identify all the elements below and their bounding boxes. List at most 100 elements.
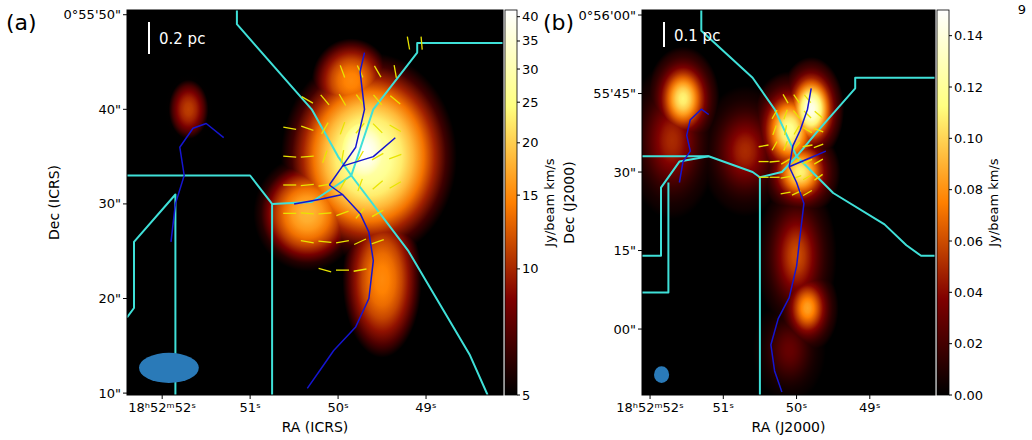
plot-area xyxy=(642,10,935,395)
y-axis-label: Dec (J2000) xyxy=(561,161,577,243)
y-tick-label: 15" xyxy=(613,243,636,258)
y-tick xyxy=(123,393,127,394)
x-tick xyxy=(796,395,797,399)
colorbar-tick xyxy=(517,16,520,17)
colorbar-tick-label: 0.10 xyxy=(954,131,983,146)
polarization-vector xyxy=(283,127,296,129)
colorbar-tick xyxy=(949,292,952,293)
cyan-line xyxy=(797,78,935,157)
y-tick xyxy=(638,93,642,94)
x-tick xyxy=(650,395,651,399)
polarization-vector xyxy=(783,94,788,103)
colorbar xyxy=(937,10,949,395)
filament-skeleton xyxy=(294,195,342,204)
polarization-vector xyxy=(339,94,346,105)
x-axis-label: RA (ICRS) xyxy=(282,419,349,435)
filament-skeleton xyxy=(679,109,708,182)
emission-peak xyxy=(646,46,719,151)
polarization-vector xyxy=(770,160,780,162)
polarization-vector xyxy=(390,182,401,189)
cyan-line xyxy=(351,176,487,396)
y-tick xyxy=(638,172,642,173)
cyan-line xyxy=(272,176,351,204)
colorbar-tick-label: 15 xyxy=(522,188,539,203)
x-tick-label: 51ˢ xyxy=(239,400,261,415)
figure: 90.2 pc18ʰ52ᵐ52ˢ51ˢ50ˢ49ˢ0°55'50"40"30"2… xyxy=(0,0,1032,440)
polarization-vector xyxy=(784,110,787,119)
polarization-vector xyxy=(301,184,314,185)
cyan-line xyxy=(127,176,272,396)
polarization-vector xyxy=(373,181,383,189)
x-tick-label: 49ˢ xyxy=(859,400,881,415)
polarization-vector xyxy=(394,65,396,78)
polarization-vector xyxy=(814,159,823,164)
colorbar xyxy=(505,10,517,395)
polarization-vector xyxy=(319,268,332,271)
polarization-vector xyxy=(354,269,367,271)
polarization-vector xyxy=(781,176,791,178)
polarization-vector xyxy=(773,125,776,134)
polarization-vector xyxy=(781,159,790,164)
plot-area xyxy=(127,10,503,395)
polarization-vector xyxy=(815,111,823,117)
emission-peak xyxy=(310,81,420,223)
y-tick-label: 30" xyxy=(613,165,636,180)
polarization-vector xyxy=(390,96,400,104)
beam xyxy=(654,366,669,383)
panel-label: (b) xyxy=(543,10,574,35)
polarization-vector xyxy=(814,174,822,180)
colorbar-tick-label: 10 xyxy=(522,261,539,276)
polarization-vector xyxy=(341,150,343,163)
polarization-vector xyxy=(772,110,777,119)
polarization-vector xyxy=(283,156,296,157)
y-tick-label: 40" xyxy=(98,102,121,117)
colorbar-tick-label: 0.02 xyxy=(954,336,983,351)
y-tick-label: 55'45" xyxy=(593,86,636,101)
panel-label: (a) xyxy=(6,10,37,35)
emission-layer xyxy=(149,10,479,395)
polarization-vector xyxy=(336,269,349,270)
polarization-vector xyxy=(803,145,813,147)
colorbar-tick-label: 5 xyxy=(522,388,530,403)
filament-skeleton xyxy=(771,167,804,392)
polarization-vector xyxy=(770,177,780,178)
x-tick-label: 49ˢ xyxy=(415,400,437,415)
scale-bar xyxy=(663,22,665,47)
polarization-vector xyxy=(301,241,314,243)
x-tick xyxy=(869,395,870,399)
colorbar-tick-label: 25 xyxy=(522,95,539,110)
y-tick-label: 20" xyxy=(98,291,121,306)
scale-bar-label: 0.1 pc xyxy=(674,27,720,45)
colorbar-tick xyxy=(949,241,952,242)
polarization-vector xyxy=(803,190,812,195)
colorbar-tick-label: 20 xyxy=(522,135,539,150)
filament-skeleton xyxy=(789,88,811,167)
emission-peak xyxy=(259,27,479,287)
polarization-vector xyxy=(321,95,329,105)
colorbar-tick xyxy=(517,195,520,196)
colorbar-tick-label: 30 xyxy=(522,62,539,77)
emission-layer xyxy=(642,46,844,395)
polarization-vector xyxy=(318,241,331,242)
emission-peak xyxy=(778,57,844,162)
polarization-vector xyxy=(301,156,314,157)
x-tick-label: 50ˢ xyxy=(786,400,808,415)
y-tick xyxy=(123,109,127,110)
colorbar-tick xyxy=(517,69,520,70)
x-tick xyxy=(338,395,339,399)
colorbar-tick-label: 0.14 xyxy=(954,28,983,43)
polarization-vector xyxy=(302,97,313,104)
emission-peak xyxy=(776,262,838,354)
x-tick xyxy=(723,395,724,399)
filament-skeleton xyxy=(307,185,373,388)
polarization-vector xyxy=(339,179,346,190)
y-tick-label: 00" xyxy=(613,322,636,337)
colorbar-label: Jy/beam km/s xyxy=(986,158,1001,247)
x-tick-label: 18ʰ52ᵐ52ˢ xyxy=(128,400,196,415)
polarization-vector xyxy=(794,95,800,103)
polarization-vector xyxy=(803,175,812,180)
y-tick xyxy=(638,329,642,330)
polarization-vector xyxy=(374,66,381,77)
y-tick xyxy=(123,203,127,204)
colorbar-tick xyxy=(949,395,952,396)
